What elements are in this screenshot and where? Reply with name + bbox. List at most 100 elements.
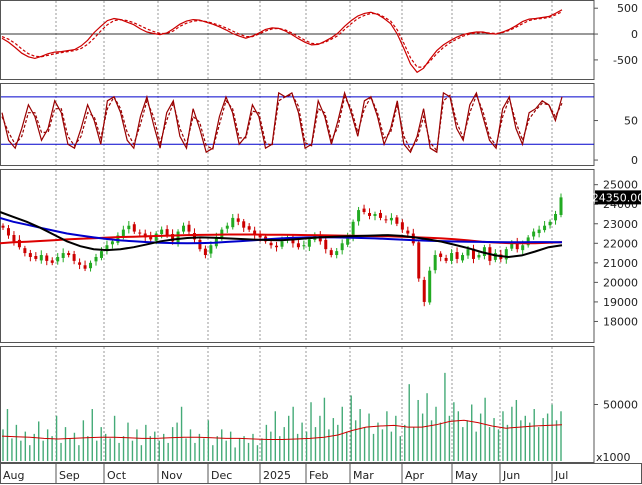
candle-body: [28, 253, 32, 257]
candle-body: [182, 225, 186, 232]
y-tick-label: -500: [613, 54, 638, 67]
candle-body: [198, 239, 202, 250]
panel-frame-macd: [0, 0, 595, 80]
candle-body: [329, 250, 333, 256]
candle-body: [493, 253, 497, 260]
x-tick-label: Sep: [59, 469, 80, 482]
y-tick-label: 0: [631, 28, 638, 41]
candle-body: [351, 221, 355, 238]
candle-body: [532, 231, 536, 237]
x-tick-label: Jul: [554, 469, 568, 482]
candle-body: [83, 265, 87, 269]
candle-body: [220, 229, 224, 238]
candle-body: [444, 257, 448, 261]
candle-body: [269, 242, 273, 246]
y-tick-label: 0: [631, 154, 638, 167]
candle-body: [39, 255, 43, 261]
candle-body: [515, 241, 519, 250]
candle-body: [477, 255, 481, 258]
candle-body: [543, 225, 547, 231]
candle-body: [50, 260, 54, 263]
candle-body: [428, 270, 432, 303]
candle-body: [110, 241, 114, 245]
candle-body: [17, 239, 21, 248]
candle-body: [378, 213, 382, 218]
candle-body: [56, 256, 60, 262]
candle-body: [554, 213, 558, 221]
candle-body: [357, 210, 361, 222]
candle-body: [411, 233, 415, 244]
candle-body: [127, 225, 131, 230]
candle-body: [368, 213, 372, 216]
y-tick-label: 19000: [603, 296, 638, 309]
candle-body: [12, 234, 16, 242]
x-tick-label: Mar: [353, 469, 374, 482]
candle-body: [471, 248, 475, 259]
candle-body: [466, 249, 470, 256]
candle-body: [176, 231, 180, 243]
x-tick-label: Aug: [3, 469, 24, 482]
candle-body: [72, 254, 76, 261]
macd-signal-line: [1, 11, 563, 68]
candle-body: [384, 219, 388, 221]
candle-body: [247, 226, 251, 230]
y-tick-label: 23000: [603, 218, 638, 231]
candle-body: [45, 255, 49, 261]
candle-body: [105, 245, 109, 252]
candle-body: [192, 233, 196, 240]
candle-body: [373, 213, 377, 216]
candle-body: [67, 253, 71, 256]
candle-body: [362, 208, 366, 213]
x-tick-label: Feb: [309, 469, 328, 482]
candle-body: [335, 251, 339, 256]
last-price-tag: [595, 190, 641, 205]
candle-body: [78, 262, 82, 265]
y-tick-label: 21000: [603, 257, 638, 270]
volume-ma-line: [1, 419, 563, 440]
price-ma-blue-line: [0, 216, 563, 245]
candle-body: [225, 225, 229, 229]
candle-body: [6, 228, 10, 236]
candle-body: [346, 237, 350, 245]
candle-body: [307, 239, 311, 247]
candle-body: [275, 245, 279, 248]
candle-body: [34, 256, 38, 259]
candle-body: [400, 222, 404, 230]
candle-body: [253, 230, 257, 236]
stoch-pct-D-line: [1, 93, 563, 153]
x-tick-label: Oct: [107, 469, 127, 482]
candle-body: [61, 253, 65, 258]
candle-body: [154, 233, 158, 241]
candle-body: [138, 232, 142, 234]
x-tick-label: May: [455, 469, 478, 482]
y-tick-label: 500: [617, 2, 638, 15]
last-price-label: 24350.00: [592, 191, 642, 204]
candle-body: [242, 221, 246, 228]
candle-body: [94, 256, 98, 262]
candle-body: [389, 217, 393, 221]
stoch-pct-K-line: [1, 90, 563, 154]
candle-body: [455, 252, 459, 259]
x-tick-label: Dec: [211, 469, 232, 482]
x-tick-label: Jun: [502, 469, 520, 482]
candle-body: [439, 253, 443, 257]
chart-marks: [0, 9, 594, 461]
candle-body: [417, 242, 421, 279]
x-tick-label: 2025: [263, 469, 291, 482]
candle-body: [291, 238, 295, 244]
candle-body: [406, 230, 410, 234]
y-tick-label: 50000: [603, 399, 638, 412]
candle-body: [23, 248, 27, 254]
candle-body: [258, 235, 262, 238]
y-tick-label: 20000: [603, 276, 638, 289]
candle-body: [209, 245, 213, 254]
candle-body: [395, 217, 399, 224]
candle-body: [450, 253, 454, 261]
macd-macd-line: [1, 9, 563, 74]
candle-body: [548, 221, 552, 226]
volume-multiplier-label: x1000: [596, 451, 631, 464]
candle-body: [461, 255, 465, 261]
